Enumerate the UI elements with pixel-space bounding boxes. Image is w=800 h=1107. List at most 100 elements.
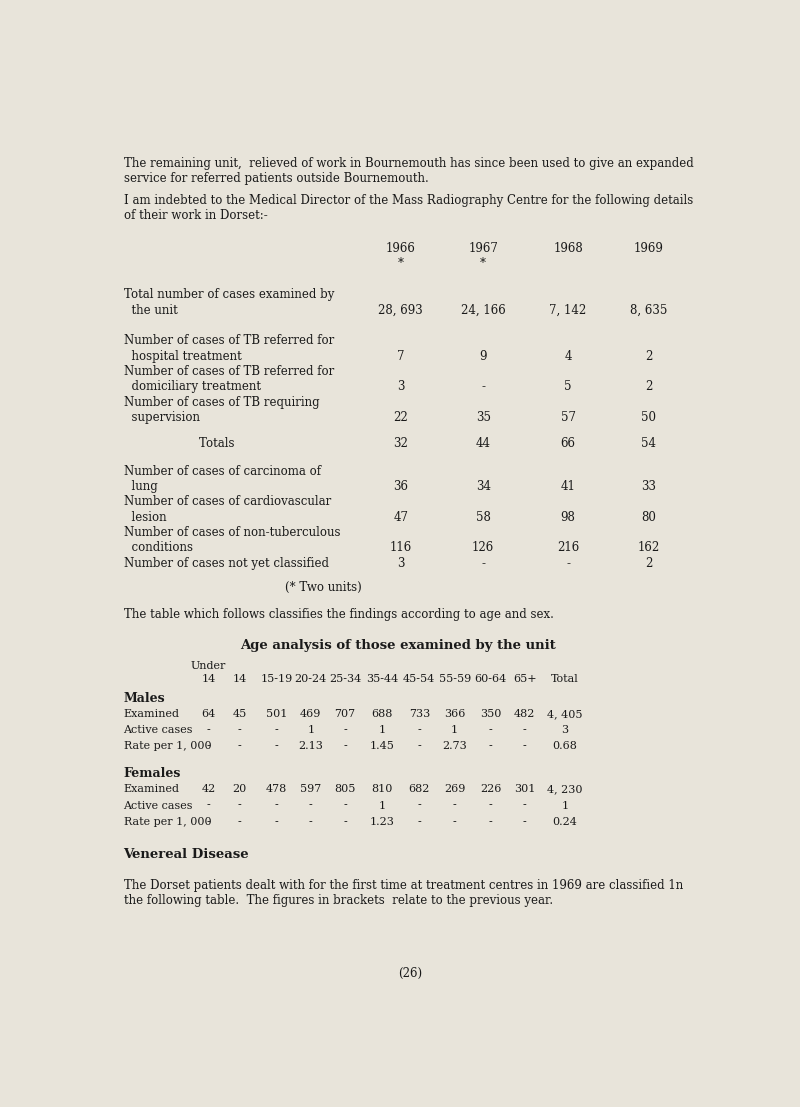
Text: the unit: the unit — [123, 303, 178, 317]
Text: -: - — [206, 817, 210, 827]
Text: 1: 1 — [562, 800, 569, 810]
Text: Number of cases of carcinoma of: Number of cases of carcinoma of — [123, 465, 321, 478]
Text: 15-19: 15-19 — [261, 674, 293, 684]
Text: 57: 57 — [561, 411, 576, 424]
Text: 14: 14 — [232, 674, 246, 684]
Text: 733: 733 — [409, 708, 430, 718]
Text: 36: 36 — [394, 480, 408, 493]
Text: -: - — [275, 725, 278, 735]
Text: 2: 2 — [645, 557, 652, 570]
Text: -: - — [275, 817, 278, 827]
Text: 501: 501 — [266, 708, 287, 718]
Text: 1968: 1968 — [554, 242, 583, 255]
Text: 2.73: 2.73 — [442, 741, 467, 751]
Text: 469: 469 — [300, 708, 322, 718]
Text: Active cases: Active cases — [123, 725, 193, 735]
Text: -: - — [566, 557, 570, 570]
Text: *: * — [480, 257, 486, 270]
Text: Active cases: Active cases — [123, 800, 193, 810]
Text: 301: 301 — [514, 785, 535, 795]
Text: (* Two units): (* Two units) — [285, 581, 362, 593]
Text: 1: 1 — [378, 725, 386, 735]
Text: 1966: 1966 — [386, 242, 416, 255]
Text: 33: 33 — [642, 480, 656, 493]
Text: Under: Under — [191, 661, 226, 671]
Text: The remaining unit,  relieved of work in Bournemouth has since been used to give: The remaining unit, relieved of work in … — [123, 157, 694, 185]
Text: Rate per 1, 000: Rate per 1, 000 — [123, 817, 211, 827]
Text: 58: 58 — [476, 510, 490, 524]
Text: Rate per 1, 000: Rate per 1, 000 — [123, 741, 211, 751]
Text: 1967: 1967 — [468, 242, 498, 255]
Text: 162: 162 — [638, 541, 660, 555]
Text: domiciliary treatment: domiciliary treatment — [123, 381, 261, 393]
Text: -: - — [206, 725, 210, 735]
Text: -: - — [206, 800, 210, 810]
Text: lung: lung — [123, 480, 158, 493]
Text: *: * — [398, 257, 404, 270]
Text: 47: 47 — [394, 510, 408, 524]
Text: I am indebted to the Medical Director of the Mass Radiography Centre for the fol: I am indebted to the Medical Director of… — [123, 194, 693, 223]
Text: 60-64: 60-64 — [474, 674, 506, 684]
Text: -: - — [343, 725, 346, 735]
Text: 22: 22 — [394, 411, 408, 424]
Text: 2: 2 — [645, 381, 652, 393]
Text: 24, 166: 24, 166 — [461, 303, 506, 317]
Text: 0.68: 0.68 — [553, 741, 578, 751]
Text: 35-44: 35-44 — [366, 674, 398, 684]
Text: -: - — [489, 725, 493, 735]
Text: 28, 693: 28, 693 — [378, 303, 423, 317]
Text: -: - — [418, 817, 421, 827]
Text: -: - — [481, 381, 485, 393]
Text: 41: 41 — [561, 480, 575, 493]
Text: 45: 45 — [232, 708, 246, 718]
Text: -: - — [523, 725, 526, 735]
Text: Total: Total — [551, 674, 579, 684]
Text: -: - — [343, 800, 346, 810]
Text: Examined: Examined — [123, 708, 179, 718]
Text: -: - — [481, 557, 485, 570]
Text: -: - — [309, 817, 313, 827]
Text: 688: 688 — [371, 708, 393, 718]
Text: -: - — [238, 800, 242, 810]
Text: -: - — [489, 741, 493, 751]
Text: 32: 32 — [394, 436, 408, 449]
Text: -: - — [275, 741, 278, 751]
Text: -: - — [343, 817, 346, 827]
Text: 7, 142: 7, 142 — [550, 303, 586, 317]
Text: lesion: lesion — [123, 510, 166, 524]
Text: 3: 3 — [397, 557, 405, 570]
Text: Number of cases of TB referred for: Number of cases of TB referred for — [123, 334, 334, 348]
Text: 54: 54 — [642, 436, 656, 449]
Text: 44: 44 — [476, 436, 490, 449]
Text: Females: Females — [123, 767, 181, 780]
Text: (26): (26) — [398, 966, 422, 980]
Text: 34: 34 — [476, 480, 490, 493]
Text: -: - — [418, 741, 421, 751]
Text: 20-24: 20-24 — [294, 674, 327, 684]
Text: Number of cases of non-tuberculous: Number of cases of non-tuberculous — [123, 526, 340, 539]
Text: -: - — [275, 800, 278, 810]
Text: 20: 20 — [232, 785, 246, 795]
Text: Age analysis of those examined by the unit: Age analysis of those examined by the un… — [240, 639, 555, 652]
Text: 1: 1 — [378, 800, 386, 810]
Text: -: - — [418, 800, 421, 810]
Text: -: - — [238, 741, 242, 751]
Text: -: - — [238, 817, 242, 827]
Text: 366: 366 — [444, 708, 466, 718]
Text: Number of cases not yet classified: Number of cases not yet classified — [123, 557, 329, 570]
Text: 116: 116 — [390, 541, 412, 555]
Text: Examined: Examined — [123, 785, 179, 795]
Text: 4, 230: 4, 230 — [547, 785, 582, 795]
Text: Number of cases of cardiovascular: Number of cases of cardiovascular — [123, 496, 331, 508]
Text: The Dorset patients dealt with for the first time at treatment centres in 1969 a: The Dorset patients dealt with for the f… — [123, 879, 683, 907]
Text: The table which follows classifies the findings according to age and sex.: The table which follows classifies the f… — [123, 608, 554, 621]
Text: 2: 2 — [645, 350, 652, 363]
Text: 5: 5 — [564, 381, 572, 393]
Text: 810: 810 — [371, 785, 393, 795]
Text: 216: 216 — [557, 541, 579, 555]
Text: 3: 3 — [397, 381, 405, 393]
Text: 707: 707 — [334, 708, 355, 718]
Text: Males: Males — [123, 692, 165, 705]
Text: 80: 80 — [642, 510, 656, 524]
Text: 8, 635: 8, 635 — [630, 303, 667, 317]
